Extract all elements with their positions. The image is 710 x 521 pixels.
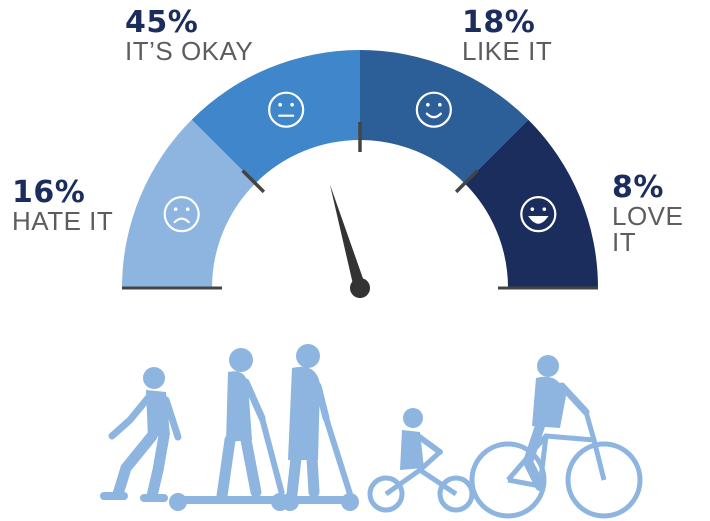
neutral-face-icon [268, 91, 305, 128]
label-hate-it: 16% HATE IT [12, 175, 114, 236]
gauge-segment-hate-it [122, 119, 256, 288]
gauge-needle [329, 184, 366, 290]
gauge-divider [454, 169, 479, 194]
pct-hate-it: 16% [12, 175, 86, 210]
scooter-rider-icon [281, 344, 359, 511]
grin-face-icon [520, 196, 557, 233]
pct-love-it: 8% [612, 170, 664, 205]
gauge-needle-hub [350, 278, 370, 298]
scooter-rider-icon [169, 348, 289, 511]
smile-face-icon [415, 91, 452, 128]
pct-like-it: 18% [462, 5, 536, 40]
skater-icon [100, 367, 182, 502]
label-like-it: 18% LIKE IT [462, 5, 553, 66]
gauge-segment-like-it [360, 50, 529, 184]
gauge-segment-love-it [464, 119, 598, 288]
label-love-it: 8% LOVE IT [612, 170, 710, 257]
pct-its-okay: 45% [125, 5, 199, 40]
sad-face-icon [163, 196, 200, 233]
gauge [122, 50, 598, 298]
gauge-segment-it-s-okay [191, 50, 360, 184]
text-love-it: LOVE IT [612, 201, 684, 257]
text-its-okay: IT’S OKAY [125, 36, 254, 66]
riders-silhouettes-icon [100, 344, 643, 519]
text-like-it: LIKE IT [462, 36, 553, 66]
text-hate-it: HATE IT [12, 206, 114, 236]
label-its-okay: 45% IT’S OKAY [125, 5, 254, 66]
gauge-divider [241, 169, 266, 194]
child-cyclist-icon [367, 408, 475, 513]
adult-cyclist-icon [469, 355, 643, 519]
